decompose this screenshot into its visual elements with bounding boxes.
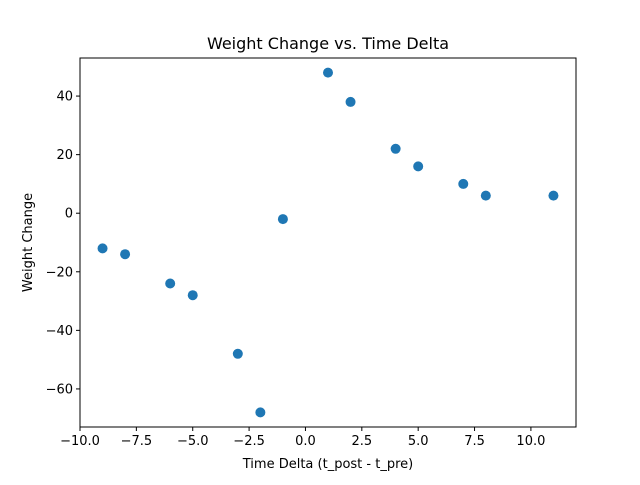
y-tick-label: 0: [65, 207, 73, 222]
data-point: [480, 190, 491, 201]
data-point: [255, 407, 266, 418]
data-point: [323, 67, 333, 78]
x-tick-label: 7.5: [464, 434, 485, 449]
x-tick-label: 0.0: [295, 434, 316, 449]
y-axis-label: Weight Change: [21, 193, 36, 292]
x-tick-label: −7.5: [121, 434, 153, 449]
y-tick-label: −60: [46, 382, 73, 397]
data-point: [390, 143, 401, 154]
data-point: [277, 214, 288, 225]
x-tick-label: 5.0: [408, 434, 429, 449]
data-point: [458, 178, 469, 189]
x-tick-label: −2.5: [233, 434, 265, 449]
data-point: [187, 290, 198, 301]
points-layer: [97, 67, 559, 418]
data-point: [97, 243, 108, 254]
x-tick-label: −5.0: [177, 434, 209, 449]
y-tick-label: −40: [46, 324, 73, 339]
y-tick-label: −20: [46, 265, 73, 280]
plot-frame: [79, 57, 577, 428]
plot-area: [80, 58, 576, 427]
data-point: [548, 190, 559, 201]
x-tick-label: 2.5: [351, 434, 372, 449]
chart-title: Weight Change vs. Time Delta: [207, 34, 449, 53]
data-point: [232, 348, 243, 359]
x-axis-label: Time Delta (t_post - t_pre): [242, 457, 413, 472]
x-tick-label: 10.0: [516, 434, 545, 449]
y-axis-ticks: −60 −40 −20 0 20 40: [46, 90, 80, 397]
y-tick-label: 40: [56, 90, 73, 105]
data-point: [165, 278, 176, 289]
x-tick-label: −10.0: [60, 434, 100, 449]
x-axis-ticks: −10.0 −7.5 −5.0 −2.5 0.0 2.5 5.0 7.5 10.0: [60, 427, 545, 449]
data-point: [413, 161, 424, 172]
data-point: [345, 96, 356, 107]
y-tick-label: 20: [56, 148, 73, 163]
data-point: [120, 249, 131, 260]
